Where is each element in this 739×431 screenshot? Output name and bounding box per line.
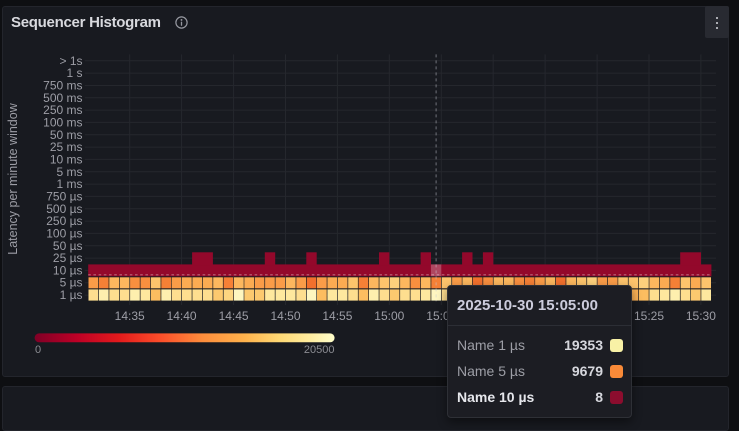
svg-text:14:40: 14:40	[167, 309, 197, 323]
svg-text:100 µs: 100 µs	[46, 226, 82, 240]
svg-text:15:25: 15:25	[634, 309, 664, 323]
svg-text:10 ms: 10 ms	[50, 152, 83, 166]
svg-text:5 µs: 5 µs	[60, 276, 83, 290]
svg-text:250 ms: 250 ms	[43, 103, 82, 117]
svg-text:5 ms: 5 ms	[56, 165, 82, 179]
svg-text:1 ms: 1 ms	[56, 177, 82, 191]
svg-text:750 µs: 750 µs	[46, 189, 82, 203]
svg-text:25 ms: 25 ms	[50, 140, 83, 154]
svg-text:50 µs: 50 µs	[53, 239, 83, 253]
svg-text:25 µs: 25 µs	[53, 251, 83, 265]
svg-text:1 s: 1 s	[66, 66, 82, 80]
svg-text:Latency per minute window: Latency per minute window	[6, 102, 20, 254]
svg-text:14:50: 14:50	[270, 309, 300, 323]
svg-text:0: 0	[35, 344, 41, 356]
svg-text:100 ms: 100 ms	[43, 115, 82, 129]
svg-text:1 µs: 1 µs	[60, 288, 83, 302]
svg-text:15:00: 15:00	[374, 309, 404, 323]
svg-text:500 µs: 500 µs	[46, 202, 82, 216]
svg-text:750 ms: 750 ms	[43, 79, 82, 93]
svg-text:50 ms: 50 ms	[50, 128, 83, 142]
svg-text:14:35: 14:35	[115, 309, 145, 323]
svg-text:14:45: 14:45	[219, 309, 249, 323]
svg-text:> 1s: > 1s	[59, 54, 82, 68]
svg-text:15:30: 15:30	[686, 309, 716, 323]
svg-text:250 µs: 250 µs	[46, 214, 82, 228]
svg-text:14:55: 14:55	[322, 309, 352, 323]
svg-text:10 µs: 10 µs	[53, 263, 83, 277]
svg-text:500 ms: 500 ms	[43, 91, 82, 105]
svg-text:20500: 20500	[304, 344, 335, 356]
